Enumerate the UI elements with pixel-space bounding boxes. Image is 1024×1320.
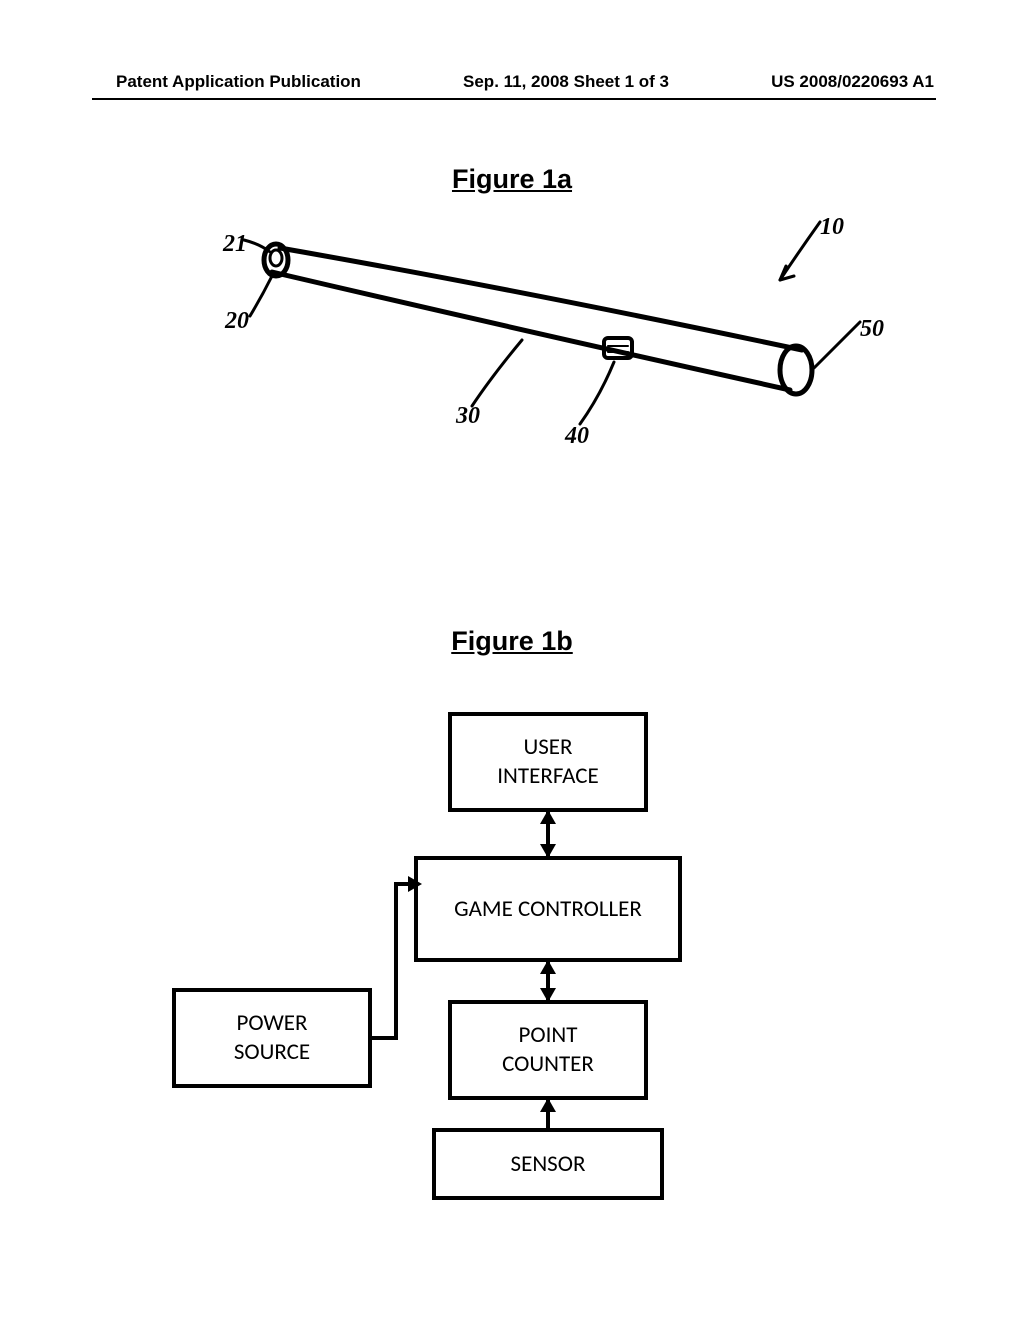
block-sensor: SENSOR (432, 1128, 664, 1200)
ref-label-30: 30 (456, 403, 480, 430)
figure-1b-title: Figure 1b (451, 626, 573, 657)
block-game-controller: GAME CONTROLLER (414, 856, 682, 962)
header-left: Patent Application Publication (116, 72, 361, 92)
ref-label-40: 40 (565, 423, 589, 450)
block-label: USERINTERFACE (497, 733, 598, 791)
patent-header: Patent Application Publication Sep. 11, … (0, 72, 1024, 92)
arrow-ui-gc-up (540, 810, 556, 824)
header-rule (92, 98, 936, 100)
header-right: US 2008/0220693 A1 (771, 72, 934, 92)
figure-1b-diagram: USERINTERFACE GAME CONTROLLER POWERSOURC… (0, 700, 1024, 1220)
block-point-counter: POINTCOUNTER (448, 1000, 648, 1100)
block-label: GAME CONTROLLER (454, 895, 642, 924)
block-label: SENSOR (511, 1150, 586, 1179)
arrow-sens-pc (540, 1098, 556, 1112)
ref-label-20: 20 (225, 308, 249, 335)
block-label: POWERSOURCE (234, 1009, 310, 1067)
header-center: Sep. 11, 2008 Sheet 1 of 3 (463, 72, 669, 92)
ref-label-10: 10 (820, 214, 844, 241)
block-user-interface: USERINTERFACE (448, 712, 648, 812)
ref-label-50: 50 (860, 316, 884, 343)
arrow-gc-pc-up (540, 960, 556, 974)
connector-pwr-v (394, 882, 398, 1040)
arrow-pwr-gc (408, 876, 422, 892)
ref-label-21: 21 (223, 231, 247, 258)
block-power-source: POWERSOURCE (172, 988, 372, 1088)
figure-1a-title: Figure 1a (452, 164, 572, 195)
block-label: POINTCOUNTER (502, 1021, 594, 1079)
